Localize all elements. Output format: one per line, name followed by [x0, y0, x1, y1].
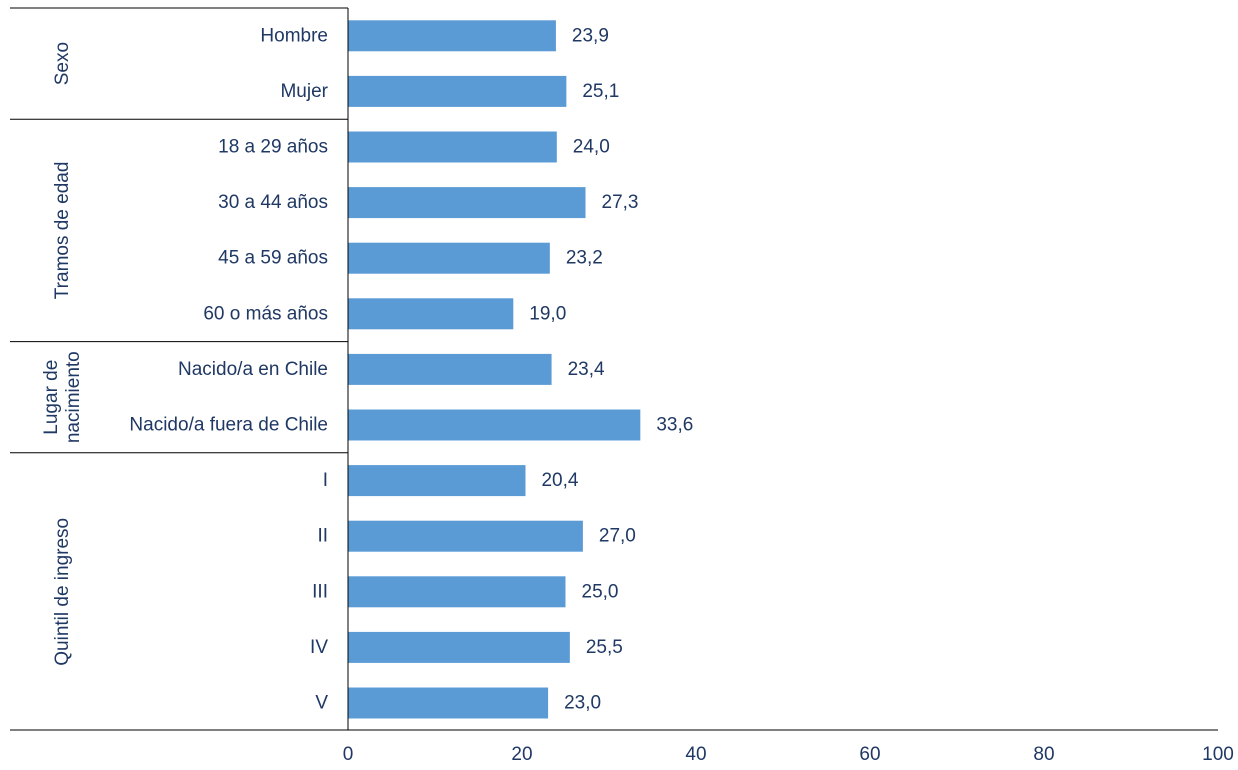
- bar: [348, 576, 566, 608]
- group-label: Tramos de edad: [52, 162, 73, 300]
- group-label: Sexo: [52, 42, 73, 85]
- bars: [348, 20, 641, 719]
- value-label: 33,6: [656, 415, 693, 436]
- bar: [348, 631, 570, 663]
- bar: [348, 465, 526, 497]
- group-label: Lugar denacimiento: [41, 351, 84, 443]
- bar: [348, 242, 550, 274]
- category-label: IV: [310, 637, 328, 658]
- x-axis-ticks: 0 20 40 60 80 100: [343, 744, 1234, 765]
- category-label: II: [317, 526, 328, 547]
- category-label: 30 a 44 años: [218, 192, 328, 213]
- value-label: 23,4: [568, 359, 605, 380]
- group-label-line: nacimiento: [63, 351, 84, 443]
- bar: [348, 298, 514, 330]
- category-label: 45 a 59 años: [218, 248, 328, 269]
- category-label: 18 a 29 años: [218, 137, 328, 158]
- value-label: 23,9: [572, 25, 609, 46]
- value-label: 23,0: [564, 693, 601, 714]
- category-labels: Hombre Mujer 18 a 29 años 30 a 44 años 45 a …: [129, 25, 328, 713]
- value-labels: 23,9 25,1 24,0 27,3 23,2 19,0 23,4 33,6 20,4 27,0…: [529, 25, 693, 713]
- group-label-line: Quintil de ingreso: [52, 518, 73, 666]
- value-label: 27,0: [599, 526, 636, 547]
- category-label: 60 o más años: [203, 303, 328, 324]
- category-label: Hombre: [260, 25, 328, 46]
- category-label: V: [315, 693, 328, 714]
- bar: [348, 131, 557, 163]
- value-label: 19,0: [529, 303, 566, 324]
- bar: [348, 409, 641, 441]
- value-label: 27,3: [602, 192, 639, 213]
- category-label: I: [323, 470, 328, 491]
- category-label: Nacido/a fuera de Chile: [129, 415, 328, 436]
- x-tick-label: 60: [859, 744, 880, 765]
- x-tick-label: 40: [685, 744, 706, 765]
- group-label-line: Sexo: [52, 42, 73, 85]
- value-label: 25,0: [582, 581, 619, 602]
- bar: [348, 75, 567, 107]
- group-label-line: Tramos de edad: [52, 162, 73, 300]
- x-tick-label: 80: [1033, 744, 1054, 765]
- group-separators: [10, 7, 348, 454]
- group-labels: Sexo Tramos de edad Lugar denacimiento Quin…: [41, 42, 84, 666]
- category-label: III: [312, 581, 328, 602]
- category-label: Mujer: [280, 81, 328, 102]
- value-label: 25,5: [586, 637, 623, 658]
- bar: [348, 353, 552, 385]
- bar: [348, 687, 549, 719]
- bar: [348, 520, 583, 552]
- value-label: 23,2: [566, 248, 603, 269]
- value-label: 24,0: [573, 137, 610, 158]
- category-label: Nacido/a en Chile: [178, 359, 328, 380]
- x-tick-label: 20: [511, 744, 532, 765]
- group-label: Quintil de ingreso: [52, 518, 73, 666]
- group-label-line: Lugar de: [41, 360, 62, 435]
- value-label: 25,1: [582, 81, 619, 102]
- bar: [348, 20, 556, 52]
- bar: [348, 187, 586, 219]
- value-label: 20,4: [541, 470, 578, 491]
- x-tick-label: 0: [343, 744, 354, 765]
- x-tick-label: 100: [1202, 744, 1234, 765]
